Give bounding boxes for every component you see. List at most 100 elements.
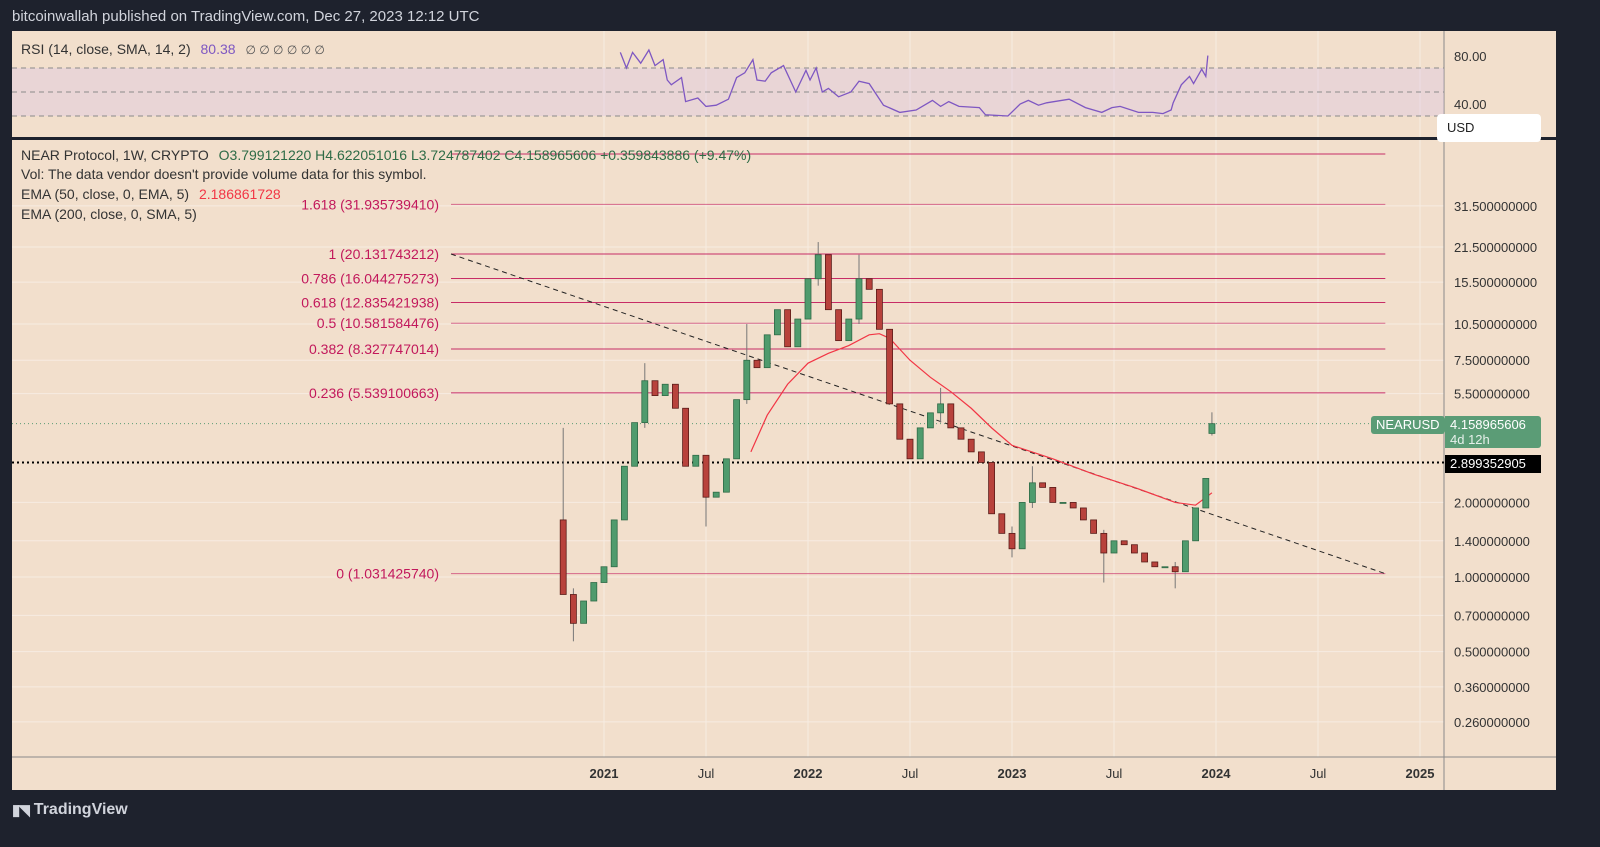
- symbol-title[interactable]: NEAR Protocol, 1W, CRYPTO: [21, 147, 209, 163]
- candle-body: [733, 399, 740, 460]
- candle: [1059, 502, 1067, 504]
- candle-body: [763, 334, 771, 369]
- candle-body: [641, 380, 649, 424]
- candle-body: [1192, 507, 1199, 542]
- candle-body: [957, 427, 965, 440]
- candle-body: [896, 403, 904, 440]
- chart-frame[interactable]: [12, 31, 1556, 790]
- candle: [896, 403, 904, 440]
- candle-body: [814, 254, 822, 280]
- candle-body: [1202, 478, 1210, 509]
- price-axis-label: 21.500000000: [1454, 240, 1537, 255]
- candle-body: [1080, 507, 1087, 521]
- candle: [672, 383, 679, 409]
- candle: [682, 407, 689, 467]
- candle: [1110, 540, 1118, 554]
- candle-body: [559, 519, 567, 595]
- candle: [1029, 466, 1036, 508]
- candle: [978, 451, 985, 463]
- candle: [753, 359, 761, 369]
- candle: [600, 566, 608, 583]
- candle: [712, 491, 720, 498]
- candle: [1208, 412, 1216, 436]
- fib-level-label: 0 (1.031425740): [336, 566, 439, 582]
- rsi-legend: RSI (14, close, SMA, 14, 2) 80.38 ∅ ∅ ∅ …: [21, 41, 325, 57]
- candle-body: [743, 359, 751, 401]
- candle: [855, 254, 863, 325]
- candle-body: [1110, 540, 1118, 554]
- candle: [774, 309, 781, 336]
- brand-name: TradingView: [33, 801, 128, 818]
- candle-body: [610, 519, 618, 568]
- candle: [1090, 519, 1097, 534]
- time-axis-label: 2021: [590, 766, 619, 781]
- candle-body: [876, 288, 883, 330]
- price-axis-label: 10.500000000: [1454, 317, 1537, 332]
- ema50-label[interactable]: EMA (50, close, 0, EMA, 5): [21, 186, 190, 202]
- candle-body: [988, 462, 995, 515]
- price-axis-label: 1.400000000: [1454, 534, 1530, 549]
- candle: [794, 318, 802, 348]
- candle: [845, 318, 853, 342]
- time-axis-label: 2023: [998, 766, 1027, 781]
- pane-separator: [12, 137, 1556, 140]
- candle: [1018, 502, 1026, 550]
- ema200-label[interactable]: EMA (200, close, 0, SMA, 5): [21, 206, 197, 222]
- publish-info: bitcoinwallah published on TradingView.c…: [12, 8, 480, 25]
- candle-body: [580, 600, 587, 624]
- time-axis-label: 2025: [1406, 766, 1435, 781]
- candle: [651, 380, 659, 396]
- candle-body: [784, 309, 791, 348]
- candle: [825, 254, 832, 311]
- price-axis-label: 2.000000000: [1454, 495, 1530, 510]
- candle-body: [947, 403, 955, 429]
- fib-level-label: 0.786 (16.044275273): [301, 270, 439, 286]
- candle: [1008, 526, 1016, 558]
- horizontal-line-price-label: 2.899352905: [1445, 455, 1541, 473]
- ema50-legend: EMA (50, close, 0, EMA, 5) 2.186861728: [21, 186, 281, 202]
- ohlc-values: O3.799121220 H4.622051016 L3.724787402 C…: [218, 147, 752, 163]
- last-price-label: 4.158965606 4d 12h: [1445, 416, 1541, 448]
- rsi-axis-label: 80.00: [1454, 49, 1487, 64]
- candle-body: [1161, 566, 1169, 569]
- ema50-line: [750, 333, 1213, 506]
- time-axis-label: Jul: [1106, 766, 1123, 781]
- price-axis-label: 0.500000000: [1454, 645, 1530, 660]
- rsi-line: [619, 48, 1209, 117]
- candle-body: [855, 278, 863, 320]
- candle: [906, 438, 914, 460]
- price-axis-label: 5.500000000: [1454, 387, 1530, 402]
- candle: [1182, 540, 1189, 573]
- candle-body: [1039, 482, 1046, 488]
- candle-body: [661, 383, 669, 396]
- candle: [559, 427, 567, 595]
- candle-body: [570, 594, 577, 624]
- candle-body: [1120, 540, 1128, 546]
- candle: [763, 334, 771, 369]
- candle: [1049, 487, 1057, 503]
- time-axis-label: Jul: [1310, 766, 1327, 781]
- candle-body: [1171, 566, 1179, 573]
- footer-brand[interactable]: ▮◥ TradingView: [12, 801, 128, 819]
- candle-body: [631, 422, 638, 467]
- candle-body: [1208, 423, 1216, 434]
- candle: [1069, 502, 1077, 509]
- candle-body: [794, 318, 802, 348]
- candle-body: [1008, 532, 1016, 550]
- currency-selector[interactable]: USD: [1437, 114, 1541, 142]
- candle: [1161, 566, 1169, 569]
- candle: [1131, 544, 1138, 554]
- candle: [998, 513, 1006, 534]
- time-axis-label: Jul: [902, 766, 919, 781]
- last-price-value: 4.158965606: [1450, 417, 1526, 432]
- rsi-label: RSI (14, close, SMA, 14, 2): [21, 41, 191, 57]
- price-axis-label: 31.500000000: [1454, 199, 1537, 214]
- candle-body: [1151, 561, 1159, 568]
- fib-level-label: 0.5 (10.581584476): [317, 315, 439, 331]
- candle: [865, 278, 873, 290]
- candle-body: [1100, 532, 1108, 554]
- candle: [957, 427, 965, 440]
- candle-body: [865, 278, 873, 290]
- candle: [1120, 540, 1128, 546]
